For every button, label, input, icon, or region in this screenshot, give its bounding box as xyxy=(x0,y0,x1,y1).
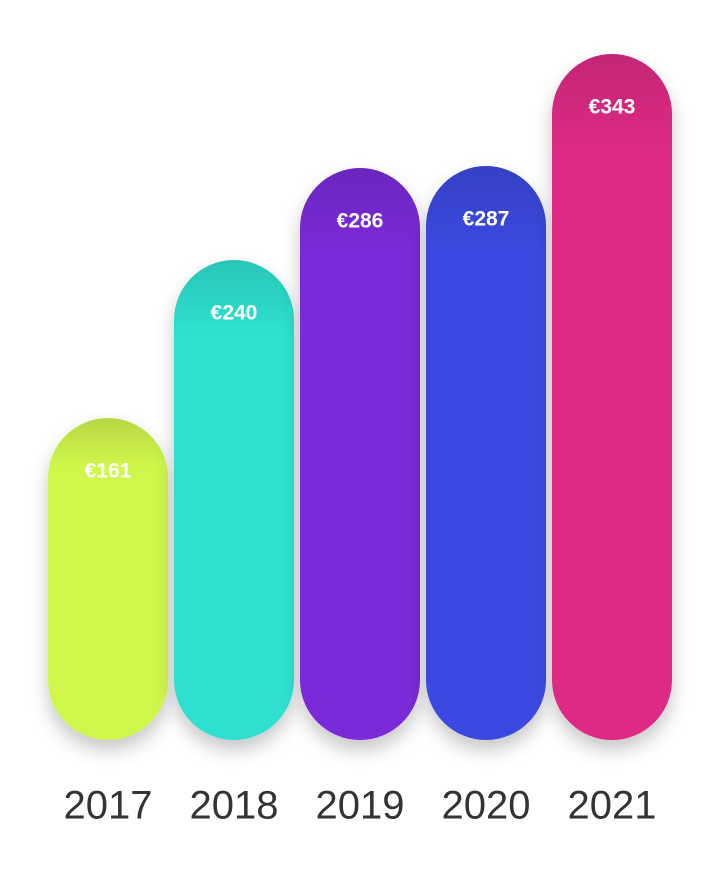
x-tick-label: 2020 xyxy=(442,784,531,828)
bar-shade xyxy=(48,418,168,740)
bar-shade xyxy=(300,168,420,740)
x-tick-label: 2019 xyxy=(316,784,405,828)
x-tick-label: 2021 xyxy=(568,784,657,828)
bar-shade xyxy=(552,54,672,740)
value-label: €286 xyxy=(337,210,384,233)
bar-shade xyxy=(174,260,294,740)
bar-shade xyxy=(426,166,546,740)
value-label: €161 xyxy=(85,460,132,483)
x-tick-label: 2018 xyxy=(190,784,279,828)
value-label: €287 xyxy=(463,208,510,231)
value-label: €240 xyxy=(211,302,258,325)
value-label: €343 xyxy=(589,96,636,119)
x-tick-label: 2017 xyxy=(64,784,153,828)
